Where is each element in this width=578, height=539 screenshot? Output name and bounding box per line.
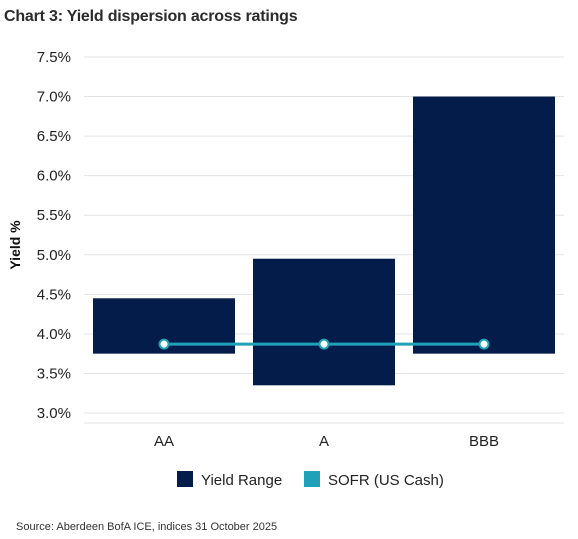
legend-swatch — [304, 471, 320, 487]
source-note: Source: Aberdeen BofA ICE, indices 31 Oc… — [16, 521, 278, 533]
y-tick-label: 6.0% — [37, 168, 71, 185]
y-tick-label: 6.5% — [37, 128, 71, 145]
y-tick-label: 5.5% — [37, 207, 71, 224]
legend-yield-range: Yield Range — [177, 471, 282, 489]
legend-sofr: SOFR (US Cash) — [304, 471, 444, 489]
y-tick-label: 7.0% — [37, 89, 71, 106]
legend: Yield Range SOFR (US Cash) — [177, 471, 444, 489]
sofr-point-a — [318, 338, 330, 350]
x-axis-ticks: AA A BBB — [154, 433, 499, 450]
x-tick-label: A — [319, 433, 329, 450]
x-tick-label: AA — [154, 433, 174, 450]
legend-label: Yield Range — [201, 472, 282, 489]
y-tick-label: 7.5% — [37, 49, 71, 66]
bar-bbb — [413, 96, 555, 354]
legend-label: SOFR (US Cash) — [328, 472, 444, 489]
y-tick-label: 4.5% — [37, 286, 71, 303]
sofr-point-aa — [158, 338, 170, 350]
bar-a — [253, 258, 395, 386]
y-tick-label: 4.0% — [37, 326, 71, 343]
y-tick-label: 3.5% — [37, 365, 71, 382]
sofr-line — [158, 338, 490, 350]
bars — [93, 96, 555, 386]
chart-title: Chart 3: Yield dispersion across ratings — [4, 8, 298, 25]
y-axis-ticks: 3.0% 3.5% 4.0% 4.5% 5.0% 5.5% 6.0% 6.5% 7.0% 7.5% — [37, 49, 71, 422]
y-axis-label: Yield % — [7, 220, 23, 270]
x-tick-label: BBB — [469, 433, 499, 450]
y-tick-label: 3.0% — [37, 405, 71, 422]
y-tick-label: 5.0% — [37, 247, 71, 264]
sofr-point-bbb — [478, 338, 490, 350]
legend-swatch — [177, 471, 193, 487]
